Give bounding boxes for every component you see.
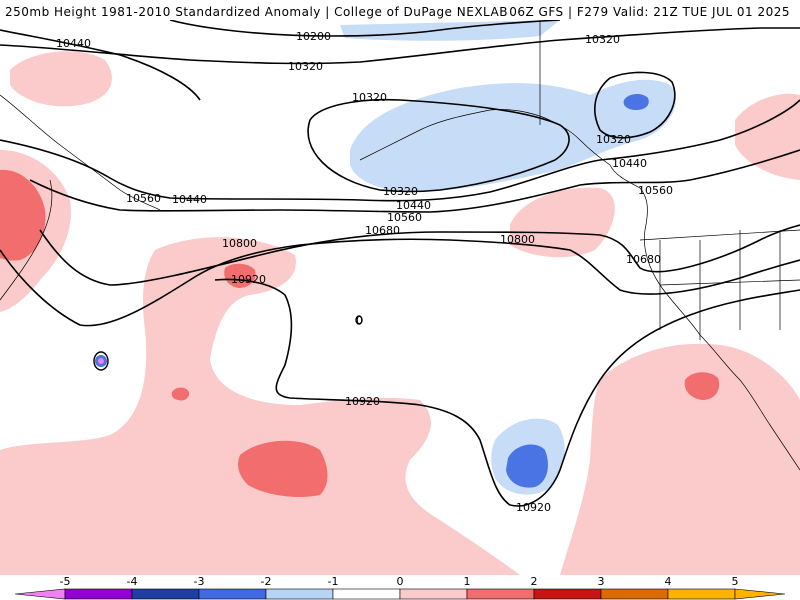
contour-labels: 10200 10440 10320 10320 10320 10320 1032… [56,30,673,514]
colorbar-tick-label: 3 [597,575,605,588]
contour-label: 10320 [596,133,631,146]
contour-10440-north [0,29,201,101]
strong-negative-anomaly-shading [506,94,649,488]
colorbar-tick-label: 4 [664,575,672,588]
coast-alaska [359,109,641,189]
contour-10920 [214,278,800,507]
model-run-info: 06Z GFS | F279 Valid: 21Z TUE JUL 01 202… [509,5,790,19]
colorbar-tick-labels: -5 -4 -3 -2 -1 0 1 2 3 4 5 [0,575,800,588]
colorbar-segment [198,588,267,600]
anomaly-region-southwest [560,343,800,575]
colorbar-tick-label: -1 [327,575,339,588]
map-title: 250mb Height 1981-2010 Standardized Anom… [5,5,508,19]
anomaly-map: 10200 10440 10320 10320 10320 10320 1032… [0,20,800,575]
contour-10320-yukon [594,71,676,139]
coastlines [0,20,800,471]
contour-label: 0 [356,314,363,327]
contour-tropical-low-outer [93,351,109,371]
contour-label: 10200 [296,30,331,43]
colorbar-left-arrow [14,588,66,600]
contour-small-loop [355,315,363,325]
colorbar-tick-label: -3 [193,575,205,588]
colorbar-tick-label: -2 [260,575,272,588]
height-contours [0,20,800,507]
contour-label: 10560 [638,184,673,197]
contour-10200 [169,20,561,37]
colorbar-segment [131,588,200,600]
contour-label: 10440 [396,199,431,212]
colorbar-segment [533,588,602,600]
contour-label: 10680 [626,253,661,266]
colorbar-tick-label: 1 [463,575,471,588]
contour-label: 10560 [387,211,422,224]
contour-10440 [0,99,800,202]
contour-label: 10560 [126,192,161,205]
contour-label: 10440 [56,37,91,50]
anomaly-core-japan [0,169,46,261]
coast-siberia [0,94,161,211]
contour-10560 [29,149,800,213]
colorbar-right-arrow [734,588,786,600]
colorbar-segment [667,588,736,600]
anomaly-region-canada [735,93,800,180]
contour-label: 10800 [500,233,535,246]
contour-10320-low [307,98,570,193]
border-us-canada [639,229,800,241]
contour-label: 10920 [231,273,266,286]
contour-label: 10920 [516,501,551,514]
contour-10680 [39,224,800,286]
coast-japan [0,179,53,301]
anomaly-core-baja [684,372,720,400]
contour-label: 10320 [288,60,323,73]
colorbar-tick-label: -5 [59,575,71,588]
colorbar-segment [466,588,535,600]
map-header: 250mb Height 1981-2010 Standardized Anom… [0,0,800,20]
contour-label: 10920 [345,395,380,408]
contour-label: 10320 [585,33,620,46]
contour-label: 10320 [383,185,418,198]
anomaly-region-kamchatka [10,51,112,107]
anomaly-region-nw-coast [510,187,615,258]
anomaly-core-small [171,387,190,401]
anomaly-core-mexico [506,444,548,488]
anomaly-core-hawaii [238,440,328,497]
anomaly-region-aleutian-top [340,20,560,41]
contour-label: 10320 [352,91,387,104]
contour-10800 [0,238,800,327]
contour-label: 10440 [612,157,647,170]
contour-label: 10800 [222,237,257,250]
tropical-low-marker [95,355,107,367]
colorbar-segment [600,588,669,600]
colorbar-segment [399,588,468,600]
anomaly-core-west-pacific [224,263,256,288]
colorbar-segment [64,588,133,600]
colorbar-tick-label: 5 [731,575,739,588]
strong-positive-anomaly-shading [0,169,720,497]
contour-label: 10680 [365,224,400,237]
colorbar-tick-label: 2 [530,575,538,588]
colorbar-tick-label: -4 [126,575,138,588]
colorbar-segment [265,588,334,600]
colorbar-strip [14,588,786,600]
colorbar-segment [332,588,401,600]
anomaly-region-hawaii [0,237,520,575]
border-states [659,230,800,340]
contour-label: 10440 [172,193,207,206]
anomaly-core-yukon [623,94,649,110]
colorbar-tick-label: 0 [396,575,404,588]
colorbar: -5 -4 -3 -2 -1 0 1 2 3 4 5 [0,575,800,600]
contour-10320-north [0,27,800,65]
